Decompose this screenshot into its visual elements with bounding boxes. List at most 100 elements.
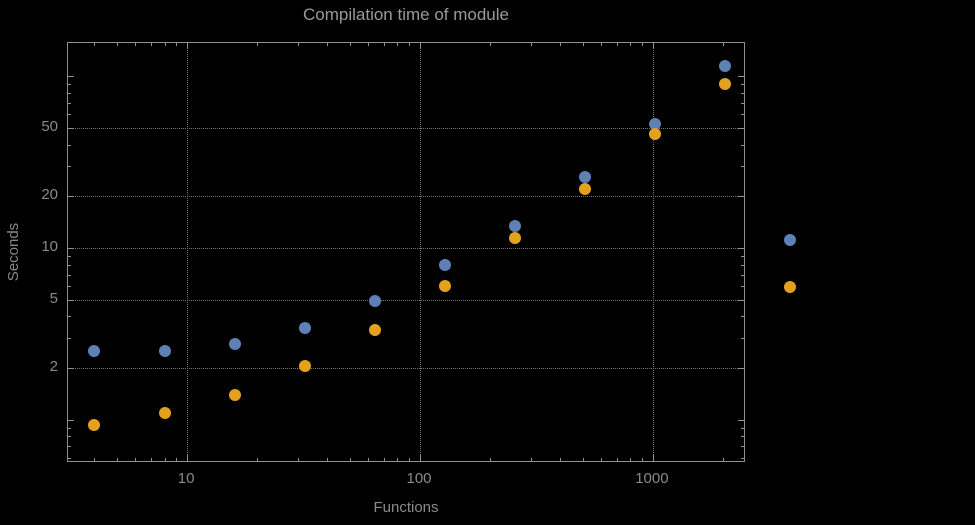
data-point-series-1 (579, 170, 592, 183)
x-tick-mark (642, 458, 644, 461)
gridline-y-2 (68, 368, 744, 370)
data-point-series-2 (579, 183, 592, 196)
y-tick-mark (741, 436, 744, 438)
x-tick-mark (135, 458, 137, 461)
legend-marker-series-2 (784, 281, 796, 293)
y-tick-mark (741, 92, 744, 94)
y-tick-mark (68, 337, 71, 339)
data-point-series-1 (719, 59, 732, 72)
y-tick-mark (68, 255, 71, 257)
data-point-series-1 (298, 322, 311, 335)
x-tick-mark (723, 458, 725, 461)
y-tick-mark (741, 316, 744, 318)
y-tick-mark (68, 264, 71, 266)
x-tick-mark (616, 458, 618, 461)
y-tick-mark (68, 286, 71, 288)
y-tick-mark (741, 427, 744, 429)
data-point-series-2 (158, 406, 171, 419)
data-point-series-2 (438, 280, 451, 293)
x-tick-mark (298, 458, 300, 461)
x-tick-label-100: 100 (406, 470, 432, 487)
x-tick-mark (409, 458, 411, 461)
y-tick-mark (741, 457, 744, 459)
x-tick-mark (582, 43, 584, 46)
y-tick-mark (738, 196, 744, 198)
data-point-series-1 (438, 258, 451, 271)
chart-title: Compilation time of module (303, 5, 509, 24)
x-tick-mark (560, 43, 562, 46)
x-tick-mark (176, 43, 178, 46)
y-tick-mark (741, 144, 744, 146)
x-tick-mark (151, 43, 153, 46)
y-tick-mark (68, 84, 71, 86)
gridline-y-20 (68, 196, 744, 198)
gridline-x-1000 (652, 43, 654, 461)
y-tick-mark (68, 144, 71, 146)
y-tick-label-2: 2 (49, 358, 58, 376)
x-tick-mark (368, 43, 370, 46)
data-point-series-2 (649, 128, 662, 141)
x-tick-mark (94, 458, 96, 461)
y-tick-mark (741, 84, 744, 86)
x-tick-label-10: 10 (177, 470, 195, 487)
x-tick-mark (383, 43, 385, 46)
y-tick-mark (738, 76, 744, 78)
gridline-y-5 (68, 299, 744, 301)
gridline-y-10 (68, 247, 744, 249)
y-tick-label-5: 5 (49, 289, 58, 307)
data-point-series-2 (88, 419, 101, 432)
gridline-y-50 (68, 127, 744, 129)
x-tick-mark (383, 458, 385, 461)
y-tick-label-10: 10 (41, 237, 58, 255)
gridline-x-10 (187, 43, 189, 461)
y-tick-mark (68, 368, 74, 370)
y-tick-label-20: 20 (41, 186, 58, 204)
data-point-series-1 (368, 295, 381, 308)
y-tick-mark (741, 337, 744, 339)
data-point-series-1 (158, 345, 171, 358)
y-tick-mark (68, 436, 71, 438)
x-tick-mark (409, 43, 411, 46)
x-tick-mark (582, 458, 584, 461)
x-tick-mark (176, 458, 178, 461)
x-tick-mark (117, 458, 118, 461)
gridline-x-100 (420, 43, 422, 461)
y-tick-mark (68, 114, 71, 116)
x-tick-mark (397, 458, 399, 461)
y-tick-mark (741, 114, 744, 116)
x-tick-mark (630, 458, 632, 461)
x-tick-mark (327, 458, 329, 461)
x-tick-mark (420, 43, 422, 49)
y-tick-mark (738, 368, 744, 370)
y-tick-mark (741, 165, 744, 167)
y-tick-mark (68, 446, 71, 448)
x-tick-mark (560, 458, 562, 461)
x-tick-mark (601, 43, 603, 46)
y-tick-mark (68, 299, 74, 301)
x-tick-mark (151, 458, 153, 461)
y-tick-mark (738, 247, 744, 249)
y-tick-mark (68, 247, 74, 249)
y-tick-mark (738, 419, 744, 421)
y-tick-mark (738, 299, 744, 301)
x-tick-mark (187, 43, 189, 49)
x-tick-mark (723, 43, 725, 46)
data-point-series-2 (228, 388, 241, 401)
y-tick-mark (741, 102, 744, 104)
y-tick-mark (738, 127, 744, 129)
x-tick-mark (164, 43, 166, 46)
data-point-series-1 (228, 338, 241, 351)
x-tick-mark (298, 43, 300, 46)
x-tick-mark (257, 458, 259, 461)
data-point-series-1 (649, 117, 662, 130)
x-tick-mark (135, 43, 137, 46)
data-point-series-1 (88, 345, 101, 358)
data-point-series-2 (368, 323, 381, 336)
y-tick-mark (68, 196, 74, 198)
x-tick-mark (327, 43, 329, 46)
y-tick-mark (68, 419, 74, 421)
y-tick-mark (68, 76, 74, 78)
x-tick-mark (642, 43, 644, 46)
x-tick-mark (630, 43, 632, 46)
